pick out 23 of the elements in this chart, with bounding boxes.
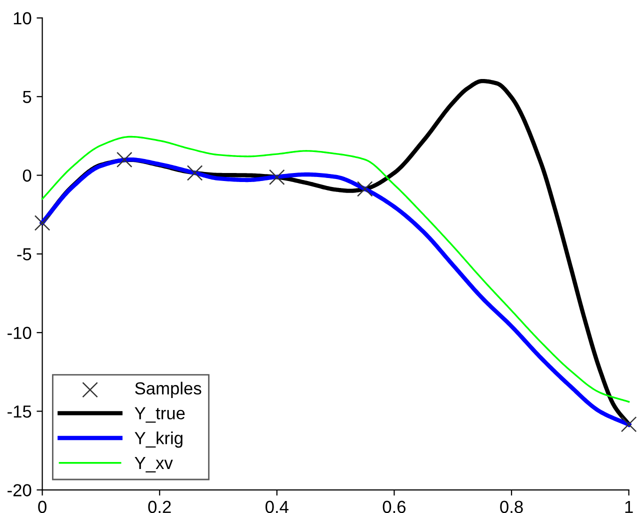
point <box>34 215 50 231</box>
y-tick-label: 10 <box>14 12 32 24</box>
y-tick-label: -10 <box>8 326 32 340</box>
x-tick-label: 0.2 <box>148 500 171 513</box>
y-tick-label: -20 <box>8 484 32 496</box>
point <box>269 169 285 186</box>
legend-label: Y_xv <box>134 457 173 472</box>
x-tick-label: 0.4 <box>266 500 288 513</box>
x-tick-label: 1 <box>625 500 633 513</box>
y-tick-label: -5 <box>17 248 32 260</box>
y-tick-label: 0 <box>22 169 32 182</box>
point <box>356 181 373 197</box>
x-tick-label: 0 <box>38 500 46 513</box>
point <box>186 165 203 181</box>
y-tick-label: -15 <box>8 406 32 418</box>
legend-label: Y_krig <box>134 432 182 448</box>
y-tick-label: 5 <box>22 90 32 104</box>
point <box>620 416 637 432</box>
legend-label: Samples <box>135 382 202 398</box>
x-tick-label: 0.8 <box>500 500 523 513</box>
legend-label: Y_true <box>134 407 185 423</box>
x-tick-label: 0.6 <box>382 500 406 513</box>
point <box>116 152 132 168</box>
